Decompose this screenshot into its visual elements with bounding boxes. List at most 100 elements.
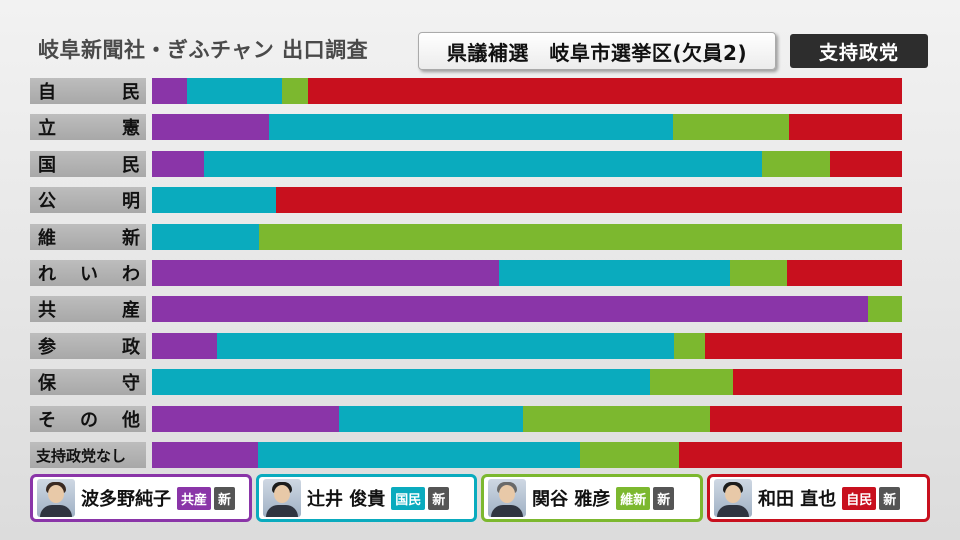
subject-label: 支持政党 (790, 34, 928, 68)
new-badge: 新 (879, 486, 901, 510)
category-label-char: 民 (122, 154, 140, 176)
avatar-body (40, 505, 72, 517)
bar-segment (152, 332, 217, 359)
chart-row: 国民 (30, 150, 902, 177)
bar-segment (281, 78, 308, 104)
category-label-char: 共 (38, 300, 56, 322)
chart-row: れいわ (30, 260, 902, 286)
bar-track (152, 442, 902, 468)
category-label-char: 自 (38, 82, 56, 103)
bar-segment (729, 260, 787, 286)
bar-segment (674, 332, 706, 359)
category-label: 保守 (30, 369, 146, 396)
election-title: 県議補選 岐阜市選挙区(欠員2) (418, 32, 776, 70)
candidate-avatar (714, 479, 752, 517)
category-label: 立憲 (30, 114, 146, 141)
category-label-char: 憲 (122, 118, 140, 140)
category-label: 公明 (30, 187, 146, 214)
category-label-char: 他 (122, 409, 140, 431)
bar-segment (152, 260, 500, 286)
avatar-face (48, 485, 64, 503)
chart-row: 共産 (30, 296, 902, 323)
bar-track (152, 405, 902, 432)
bar-segment (307, 78, 902, 104)
party-badge: 共産 (177, 486, 212, 510)
category-label-char: 守 (122, 373, 140, 395)
bar-segment (673, 114, 789, 141)
category-label-char: 民 (122, 82, 140, 103)
avatar-face (499, 485, 515, 503)
bar-segment (152, 78, 188, 104)
category-label-char: わ (122, 264, 140, 285)
category-label-char: 明 (122, 191, 140, 213)
source-title: 岐阜新聞社・ぎふチャン 出口調査 (38, 38, 369, 62)
bar-segment (152, 369, 650, 396)
bar-segment (733, 369, 902, 396)
avatar-body (491, 505, 523, 517)
party-badge: 自民 (842, 486, 877, 510)
bar-track (152, 114, 902, 141)
category-label: 国民 (30, 150, 146, 177)
bar-segment (650, 369, 734, 396)
category-label: 参政 (30, 332, 146, 359)
bar-segment (679, 442, 902, 468)
avatar-face (274, 485, 290, 503)
bar-segment (761, 150, 830, 177)
bar-segment (522, 405, 710, 432)
legend-candidate: 和田 直也 自民新 (707, 474, 930, 522)
bar-segment (152, 223, 260, 250)
bar-segment (152, 296, 868, 323)
bar-segment (580, 442, 680, 468)
new-badge: 新 (653, 486, 675, 510)
category-label: 自民 (30, 78, 146, 104)
bar-segment (338, 405, 523, 432)
bar-track (152, 78, 902, 104)
bar-segment (867, 296, 902, 323)
category-label-char: 産 (122, 300, 140, 322)
chart-row: 支持政党なし (30, 442, 902, 468)
legend-candidate: 関谷 雅彦 維新新 (481, 474, 703, 522)
candidate-name: 波多野純子 (81, 489, 171, 510)
category-label: その他 (30, 405, 146, 432)
bar-segment (259, 223, 902, 250)
avatar-body (717, 505, 749, 517)
bar-segment (788, 114, 902, 141)
category-label-char: 公 (38, 191, 56, 213)
avatar-body (266, 505, 298, 517)
bar-track (152, 187, 902, 214)
category-label-char: 立 (38, 118, 56, 140)
bar-segment (257, 442, 581, 468)
chart-row: その他 (30, 405, 902, 432)
bar-track (152, 332, 902, 359)
party-badge: 維新 (616, 486, 651, 510)
category-label: 維新 (30, 223, 146, 250)
bar-segment (152, 405, 339, 432)
category-label-char: 政 (122, 336, 140, 358)
candidate-name: 和田 直也 (758, 489, 837, 510)
bar-segment (705, 332, 902, 359)
candidate-avatar (263, 479, 301, 517)
chart-row: 自民 (30, 78, 902, 104)
avatar-face (725, 485, 741, 503)
legend-candidate: 辻井 俊貴 国民新 (256, 474, 477, 522)
chart-row: 参政 (30, 332, 902, 359)
chart-row: 維新 (30, 223, 902, 250)
new-badge: 新 (428, 486, 450, 510)
category-label-char: 支持政党なし (36, 446, 127, 465)
candidate-avatar (488, 479, 526, 517)
bar-segment (499, 260, 730, 286)
new-badge: 新 (214, 486, 236, 510)
bar-segment (710, 405, 902, 432)
bar-segment (152, 187, 276, 214)
bar-segment (269, 114, 674, 141)
bar-track (152, 260, 902, 286)
category-label-char: 参 (38, 336, 56, 358)
bar-segment (152, 442, 258, 468)
party-badge: 国民 (391, 486, 426, 510)
category-label-char: 維 (38, 227, 56, 249)
category-label-char: そ (38, 409, 56, 431)
bar-segment (152, 114, 269, 141)
bar-segment (786, 260, 902, 286)
category-label-char: の (80, 409, 98, 431)
chart-row: 公明 (30, 187, 902, 214)
